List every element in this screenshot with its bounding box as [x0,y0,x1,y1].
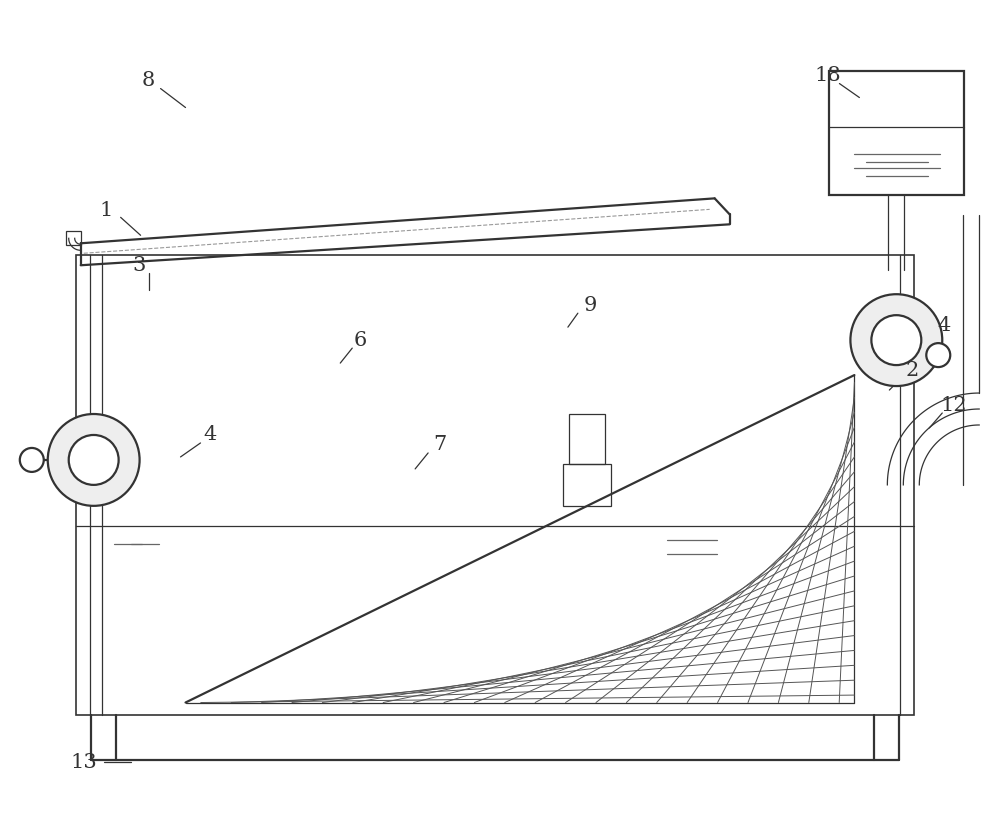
Bar [829,71,964,195]
Bar [76,256,914,715]
Text: 4: 4 [938,316,951,335]
Bar [66,231,81,245]
Text: 8: 8 [142,71,155,90]
Text: 18: 18 [814,66,841,85]
Circle shape [69,435,119,485]
Circle shape [20,448,44,472]
Text: 9: 9 [583,296,597,315]
Text: 6: 6 [354,331,367,350]
Text: 12: 12 [941,396,968,414]
Circle shape [926,343,950,367]
Text: 7: 7 [433,436,447,454]
Circle shape [850,294,942,386]
Text: 3: 3 [132,256,145,275]
Circle shape [871,315,921,365]
Bar [563,464,611,506]
Circle shape [48,414,140,506]
Text: 1: 1 [99,201,112,220]
Bar [569,414,605,464]
Text: 4: 4 [204,426,217,444]
Text: 13: 13 [70,753,97,772]
Text: 2: 2 [906,361,919,380]
